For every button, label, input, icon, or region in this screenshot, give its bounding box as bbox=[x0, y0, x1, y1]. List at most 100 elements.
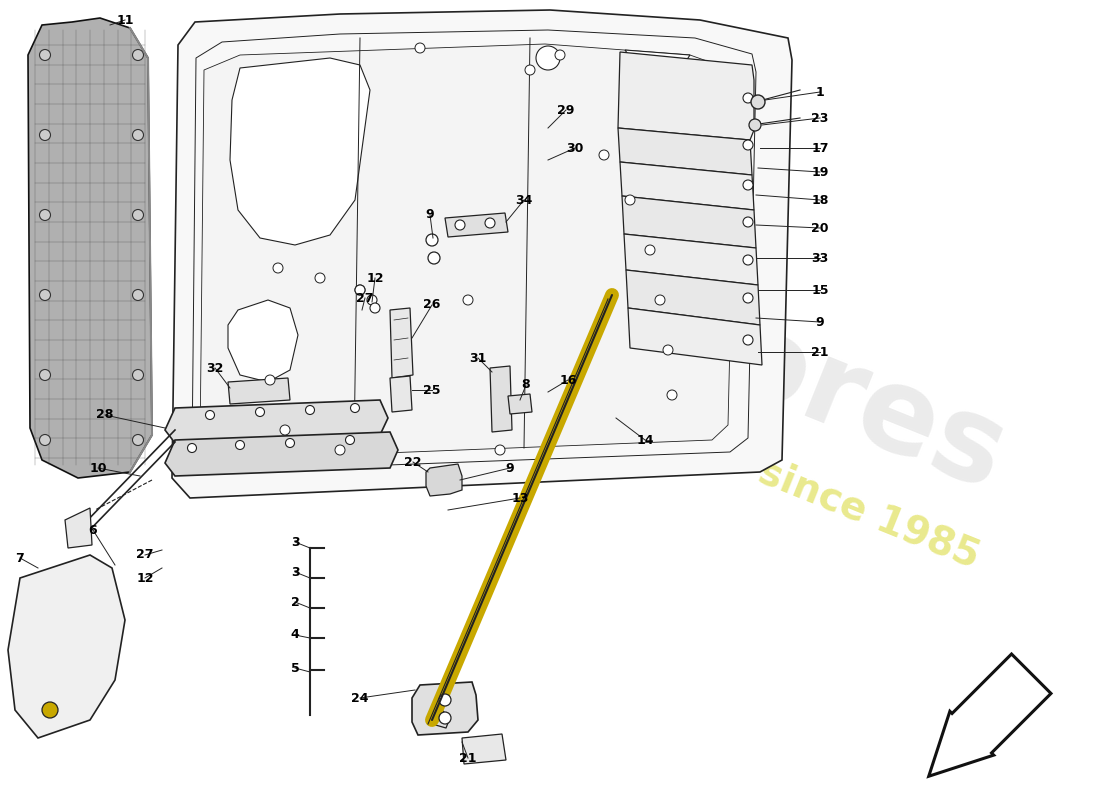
Polygon shape bbox=[390, 376, 412, 412]
Text: 1: 1 bbox=[815, 86, 824, 98]
Circle shape bbox=[536, 46, 560, 70]
Text: 25: 25 bbox=[424, 383, 441, 397]
Text: 27: 27 bbox=[136, 549, 154, 562]
Circle shape bbox=[286, 438, 295, 447]
Circle shape bbox=[370, 303, 379, 313]
Text: 2: 2 bbox=[290, 595, 299, 609]
Polygon shape bbox=[446, 213, 508, 237]
Polygon shape bbox=[621, 196, 756, 248]
Text: 13: 13 bbox=[512, 491, 529, 505]
Text: 10: 10 bbox=[89, 462, 107, 474]
Text: 15: 15 bbox=[812, 283, 828, 297]
Circle shape bbox=[206, 410, 214, 419]
Circle shape bbox=[40, 210, 51, 221]
Circle shape bbox=[40, 290, 51, 301]
Circle shape bbox=[415, 43, 425, 53]
Text: 7: 7 bbox=[15, 551, 24, 565]
Text: 19: 19 bbox=[812, 166, 828, 178]
Circle shape bbox=[525, 65, 535, 75]
Circle shape bbox=[439, 712, 451, 724]
Circle shape bbox=[345, 435, 354, 445]
Circle shape bbox=[485, 218, 495, 228]
Circle shape bbox=[132, 210, 143, 221]
Circle shape bbox=[625, 195, 635, 205]
Text: 14: 14 bbox=[636, 434, 653, 446]
Circle shape bbox=[663, 345, 673, 355]
Text: 30: 30 bbox=[566, 142, 584, 154]
Polygon shape bbox=[490, 366, 512, 432]
Circle shape bbox=[439, 694, 451, 706]
Circle shape bbox=[187, 443, 197, 453]
Circle shape bbox=[742, 217, 754, 227]
Text: 17: 17 bbox=[812, 142, 828, 154]
Circle shape bbox=[742, 180, 754, 190]
Circle shape bbox=[255, 407, 264, 417]
Text: 4: 4 bbox=[290, 629, 299, 642]
Polygon shape bbox=[165, 400, 388, 443]
Text: 27: 27 bbox=[356, 291, 374, 305]
Circle shape bbox=[645, 245, 654, 255]
Circle shape bbox=[40, 434, 51, 446]
Text: 28: 28 bbox=[97, 409, 113, 422]
Text: 3: 3 bbox=[290, 566, 299, 578]
Text: 12: 12 bbox=[136, 571, 154, 585]
Circle shape bbox=[495, 445, 505, 455]
Polygon shape bbox=[8, 555, 125, 738]
Polygon shape bbox=[228, 300, 298, 382]
Polygon shape bbox=[172, 10, 792, 498]
Circle shape bbox=[742, 255, 754, 265]
Circle shape bbox=[40, 50, 51, 61]
Polygon shape bbox=[626, 270, 760, 325]
Circle shape bbox=[667, 390, 676, 400]
Text: 22: 22 bbox=[405, 455, 421, 469]
Circle shape bbox=[336, 445, 345, 455]
Polygon shape bbox=[618, 128, 752, 175]
Circle shape bbox=[306, 406, 315, 414]
Polygon shape bbox=[928, 654, 1050, 776]
Text: 9: 9 bbox=[506, 462, 515, 474]
Polygon shape bbox=[200, 44, 736, 460]
Circle shape bbox=[463, 295, 473, 305]
Circle shape bbox=[132, 290, 143, 301]
Polygon shape bbox=[412, 682, 478, 735]
Circle shape bbox=[355, 285, 365, 295]
Text: 33: 33 bbox=[812, 251, 828, 265]
Text: 31: 31 bbox=[470, 351, 486, 365]
Circle shape bbox=[428, 252, 440, 264]
Circle shape bbox=[42, 702, 58, 718]
Circle shape bbox=[742, 293, 754, 303]
Text: 26: 26 bbox=[424, 298, 441, 311]
Text: 18: 18 bbox=[812, 194, 828, 206]
Circle shape bbox=[273, 263, 283, 273]
Text: 6: 6 bbox=[89, 523, 97, 537]
Text: 8: 8 bbox=[521, 378, 530, 391]
Circle shape bbox=[132, 130, 143, 141]
Circle shape bbox=[742, 140, 754, 150]
Polygon shape bbox=[625, 50, 690, 100]
Text: 5: 5 bbox=[290, 662, 299, 674]
Polygon shape bbox=[462, 734, 506, 764]
Polygon shape bbox=[620, 162, 754, 210]
Circle shape bbox=[132, 50, 143, 61]
Text: 9: 9 bbox=[426, 209, 434, 222]
Polygon shape bbox=[228, 378, 290, 404]
Text: parts since 1985: parts since 1985 bbox=[635, 404, 986, 576]
Text: 16: 16 bbox=[559, 374, 576, 386]
Circle shape bbox=[280, 425, 290, 435]
Text: 21: 21 bbox=[460, 751, 476, 765]
Text: 11: 11 bbox=[117, 14, 134, 26]
Circle shape bbox=[749, 119, 761, 131]
Polygon shape bbox=[28, 18, 152, 478]
Text: 23: 23 bbox=[812, 111, 828, 125]
Circle shape bbox=[40, 370, 51, 381]
Circle shape bbox=[367, 295, 377, 305]
Circle shape bbox=[132, 434, 143, 446]
Text: 32: 32 bbox=[207, 362, 223, 374]
Circle shape bbox=[40, 130, 51, 141]
Text: 3: 3 bbox=[290, 535, 299, 549]
Polygon shape bbox=[390, 308, 412, 378]
Polygon shape bbox=[65, 508, 92, 548]
Text: 24: 24 bbox=[351, 691, 369, 705]
Circle shape bbox=[351, 403, 360, 413]
Circle shape bbox=[132, 370, 143, 381]
